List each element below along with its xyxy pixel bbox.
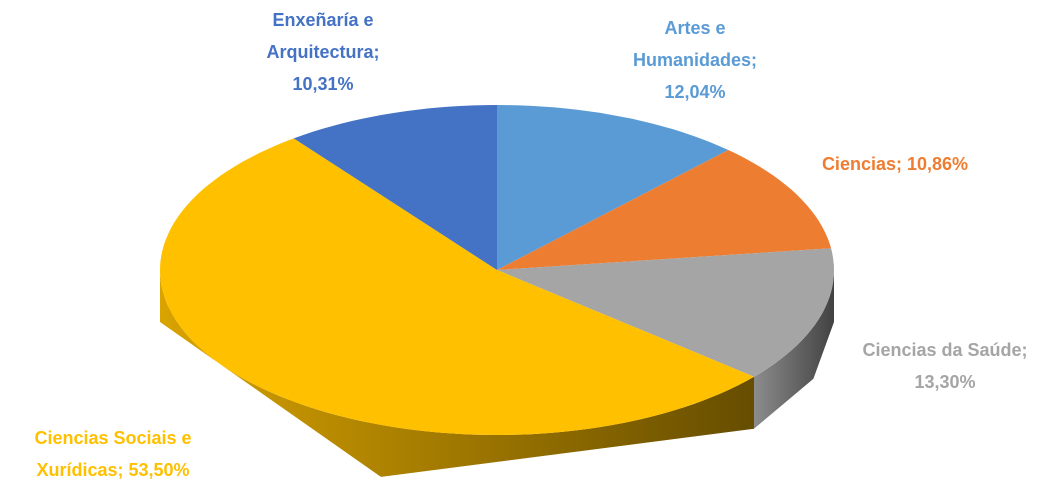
slice-side: [754, 270, 834, 429]
data-label: Artes e Humanidades; 12,04%: [620, 12, 770, 108]
slice: [497, 248, 834, 377]
label-value: 13,30%: [914, 372, 976, 392]
label-separator: ;: [117, 460, 124, 480]
label-category: Artes e Humanidades: [632, 18, 752, 70]
label-value: 10,31%: [292, 74, 354, 94]
label-value: 10,86%: [907, 154, 969, 174]
label-category: Ciencias: [821, 154, 896, 174]
data-label: Ciencias; 10,86%: [795, 148, 995, 180]
label-separator: ;: [751, 50, 758, 70]
label-value: 53,50%: [128, 460, 190, 480]
label-separator: ;: [1021, 340, 1028, 360]
slice: [497, 150, 832, 270]
label-value: 12,04%: [664, 82, 726, 102]
label-separator: ;: [895, 154, 902, 174]
slice: [293, 105, 497, 270]
slice-side: [160, 270, 754, 477]
data-label: Enxeñaría e Arquitectura; 10,31%: [248, 4, 398, 100]
label-category: Enxeñaría e Arquitectura: [266, 10, 374, 62]
label-category: Ciencias Sociais e Xurídicas: [34, 428, 192, 480]
slice: [497, 105, 729, 270]
label-separator: ;: [373, 42, 380, 62]
data-label: Ciencias da Saúde; 13,30%: [835, 334, 1054, 398]
data-label: Ciencias Sociais e Xurídicas; 53,50%: [8, 422, 218, 486]
slice: [160, 138, 754, 435]
label-category: Ciencias da Saúde: [862, 340, 1022, 360]
